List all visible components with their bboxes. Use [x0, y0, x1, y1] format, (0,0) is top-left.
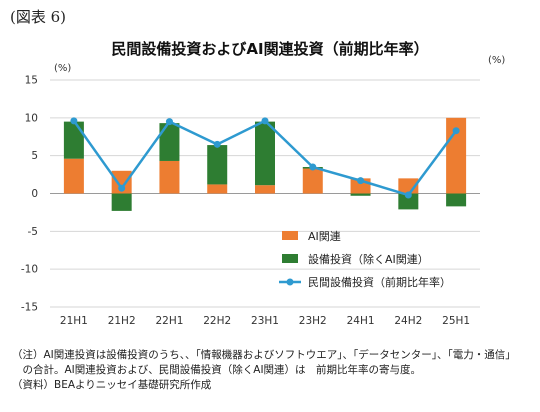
bar-segment	[63, 158, 84, 194]
legend-marker	[286, 278, 294, 286]
line-point	[165, 118, 173, 126]
right-axis-unit: (%)	[488, 55, 506, 66]
y-tick-label: 0	[31, 188, 38, 200]
x-tick-label: 24H2	[394, 315, 422, 327]
y-tick-label: -5	[28, 226, 38, 238]
note-line: の合計。AI関連投資および、民間設備投資（除くAI関連）は 前期比年率の寄与度。	[12, 364, 422, 376]
note-line: （注）AI関連投資は設備投資のうち、、「情報機器およびソフトウエア」、「データセ…	[12, 349, 516, 361]
y-tick-label: -15	[21, 302, 38, 314]
x-tick-label: 21H2	[108, 315, 136, 327]
bar-segment	[207, 145, 228, 185]
x-tick-label: 22H2	[203, 315, 231, 327]
bar-segment	[302, 168, 323, 194]
bar-segment	[398, 193, 419, 210]
bar-segment	[111, 170, 132, 194]
axes: 15 10 5 0 -5 -10 -15 21H1 21H2 22H1 22H2 23H1 23H2 24…	[21, 75, 470, 328]
line-series	[70, 117, 460, 199]
y-tick-label: 10	[25, 112, 38, 124]
x-tick-label: 23H2	[299, 315, 327, 327]
bar-segment	[446, 193, 467, 207]
legend-label: 民間設備投資（前期比年率）	[308, 275, 451, 289]
bar-segment	[159, 160, 180, 194]
bar-segment	[111, 193, 132, 211]
y-tick-label: 15	[25, 75, 38, 87]
legend-swatch	[282, 231, 298, 240]
line-point	[309, 163, 317, 171]
line-point	[404, 191, 412, 199]
bars	[63, 117, 467, 211]
footnotes: （注）AI関連投資は設備投資のうち、、「情報機器およびソフトウエア」、「データセ…	[12, 348, 536, 393]
bar-segment	[255, 121, 275, 186]
bar-segment	[63, 121, 84, 159]
line-point	[261, 117, 269, 125]
x-tick-label: 25H1	[442, 315, 470, 327]
y-tick-label: 5	[31, 150, 38, 162]
line-point	[70, 117, 78, 125]
bar-segment	[159, 123, 180, 161]
chart-title: 民間設備投資およびAI関連投資（前期比年率）	[111, 40, 429, 58]
x-tick-label: 21H1	[60, 315, 88, 327]
bar-segment	[350, 193, 371, 196]
note-line: （資料）BEAよりニッセイ基礎研究所作成	[12, 379, 212, 391]
x-tick-label: 24H1	[347, 315, 375, 327]
x-tick-label: 23H1	[251, 315, 279, 327]
line-point	[452, 127, 460, 135]
x-tick-label: 22H1	[155, 315, 183, 327]
legend-label: AI関連	[308, 229, 341, 243]
bar-segment	[207, 184, 228, 194]
line-point	[118, 184, 126, 192]
figure-label: (図表 6)	[10, 8, 67, 26]
legend-label: 設備投資（除くAI関連）	[308, 252, 429, 266]
bar-segment	[255, 185, 275, 194]
legend-swatch	[282, 254, 298, 263]
y-tick-label: -10	[21, 264, 38, 276]
line-point	[357, 177, 365, 185]
line-point	[213, 140, 221, 148]
left-axis-unit: (%)	[54, 63, 72, 74]
